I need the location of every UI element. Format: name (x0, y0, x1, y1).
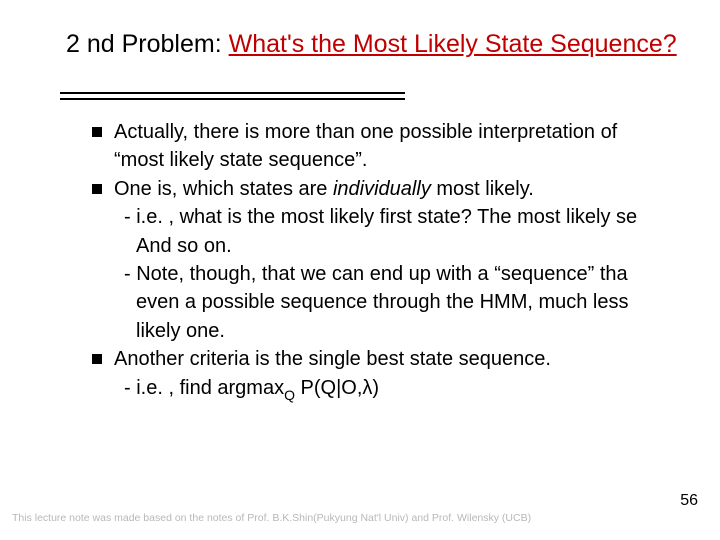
bullet-item: One is, which states are individually mo… (92, 175, 720, 203)
body-text: even a possible sequence through the HMM… (124, 291, 629, 313)
footer-note: This lecture note was made based on the … (12, 512, 612, 524)
title-prefix: 2 nd Problem: (66, 30, 229, 58)
body-text: - i.e. , what is the most likely first s… (124, 206, 637, 228)
body-text: “most likely state sequence”. (114, 149, 367, 171)
slide-body: Actually, there is more than one possibl… (92, 118, 720, 404)
rule-line-top (60, 92, 405, 94)
page-number: 56 (680, 492, 698, 510)
bullet-item: Actually, there is more than one possibl… (92, 118, 720, 175)
bullet-item: Another criteria is the single best stat… (92, 345, 720, 373)
body-text: likely one. (124, 320, 225, 342)
dash-item-formula: - i.e. , find argmaxQ P(Q|O,λ) (92, 374, 720, 405)
body-text: And so on. (124, 235, 232, 257)
formula-subscript: Q (284, 387, 295, 403)
body-text: most likely. (431, 178, 534, 200)
body-text: One is, which states are (114, 178, 333, 200)
title-highlight: What's the Most Likely State Sequence? (229, 30, 677, 58)
title-underline-rule (60, 92, 405, 102)
body-text: - i.e. , find (124, 377, 217, 399)
formula-tail: P(Q|O,λ) (295, 377, 379, 399)
formula-argmax: argmax (217, 377, 284, 399)
body-text: Another criteria is the single best stat… (114, 348, 551, 370)
slide-title: 2 nd Problem: What's the Most Likely Sta… (66, 28, 706, 60)
body-text: Actually, there is more than one possibl… (114, 121, 617, 143)
rule-line-bottom (60, 98, 405, 100)
slide: 2 nd Problem: What's the Most Likely Sta… (0, 0, 720, 540)
body-text-italic: individually (333, 178, 431, 200)
dash-item: - Note, though, that we can end up with … (92, 260, 720, 345)
body-text: - Note, though, that we can end up with … (124, 263, 628, 285)
dash-item: - i.e. , what is the most likely first s… (92, 203, 720, 260)
